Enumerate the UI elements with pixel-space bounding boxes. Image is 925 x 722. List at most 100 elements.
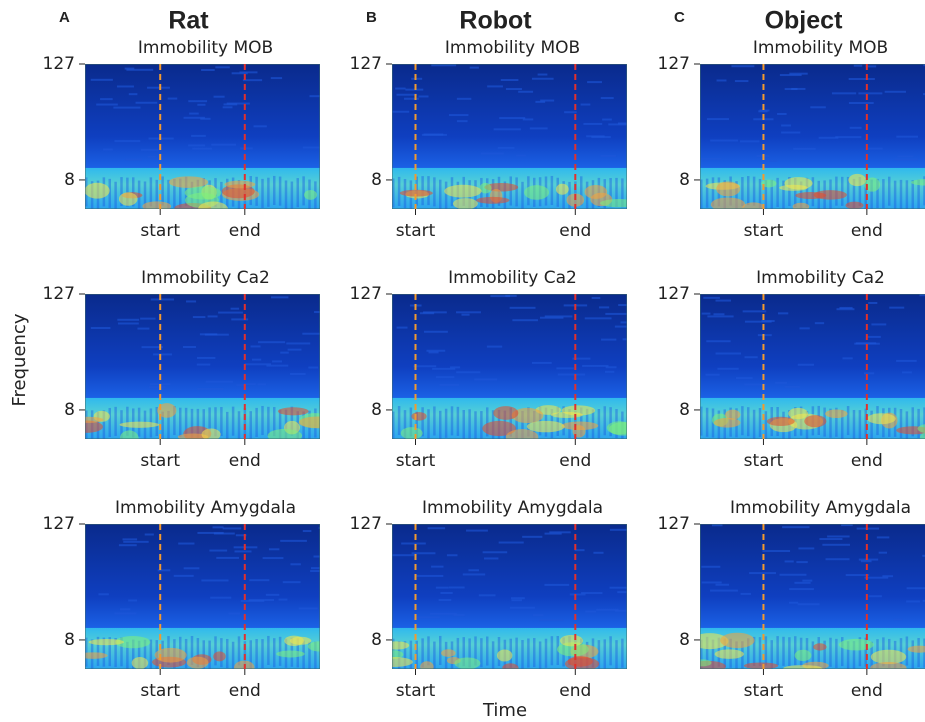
texture [114, 613, 136, 615]
x-tick-label: end [229, 451, 261, 471]
x-axis-label: Time [482, 700, 527, 721]
texture [215, 66, 229, 68]
texture [605, 371, 614, 373]
texture [272, 360, 282, 362]
texture [439, 599, 452, 601]
texture [220, 407, 223, 436]
texture [439, 180, 442, 209]
texture [398, 406, 401, 435]
texture [506, 88, 522, 90]
texture [736, 377, 753, 379]
column-title: Object [765, 7, 843, 35]
texture [610, 587, 633, 589]
texture [197, 532, 223, 534]
texture [587, 81, 602, 83]
texture [480, 411, 483, 440]
texture [606, 366, 617, 368]
texture [753, 177, 756, 206]
x-tick-label: start [744, 451, 784, 471]
texture [749, 572, 776, 574]
hot-spot [284, 636, 304, 646]
texture [431, 566, 443, 568]
hot-spot [560, 635, 583, 646]
texture [894, 181, 897, 210]
hot-spot [694, 659, 712, 666]
texture [397, 94, 417, 96]
hot-spot [453, 198, 478, 209]
hot-spot [714, 418, 741, 428]
texture [788, 637, 791, 666]
texture [123, 541, 148, 543]
texture [896, 136, 918, 138]
texture [150, 640, 153, 669]
texture [427, 409, 430, 438]
texture [896, 360, 917, 362]
hot-spot [213, 651, 226, 661]
texture [118, 322, 139, 324]
y-tick-label: 127 [658, 54, 690, 74]
texture [140, 318, 155, 320]
x-tick-label: start [396, 221, 436, 241]
spectrogram [374, 524, 635, 672]
texture [549, 531, 570, 533]
texture [735, 80, 749, 82]
hot-spot [744, 662, 778, 669]
texture [864, 372, 874, 374]
texture [600, 155, 616, 157]
texture [798, 547, 814, 549]
texture [712, 524, 723, 526]
plot-title: Immobility MOB [138, 38, 273, 58]
texture [585, 611, 596, 613]
y-tick-label: 8 [371, 170, 382, 190]
hot-spot [299, 416, 338, 428]
hot-spot [476, 197, 509, 204]
texture [702, 581, 722, 583]
texture [309, 95, 326, 97]
hot-spot [132, 657, 148, 669]
texture [269, 548, 279, 550]
texture [717, 79, 727, 81]
x-tick-label: end [851, 221, 883, 241]
texture [257, 383, 266, 385]
hot-spot [374, 657, 412, 667]
texture [273, 638, 276, 667]
texture [283, 581, 301, 583]
texture [261, 179, 264, 208]
texture [604, 639, 607, 668]
texture [877, 536, 890, 538]
texture [153, 353, 172, 355]
texture [532, 362, 552, 364]
texture [208, 315, 218, 317]
hot-spot [767, 417, 795, 426]
hot-spot [845, 202, 863, 209]
texture [191, 135, 206, 137]
texture [197, 357, 215, 359]
texture [125, 68, 135, 70]
texture [474, 411, 477, 440]
hot-spot [441, 649, 455, 657]
texture [920, 294, 925, 296]
texture [849, 102, 874, 104]
texture [740, 140, 759, 142]
texture [591, 136, 610, 138]
texture [113, 107, 140, 109]
texture [188, 144, 205, 146]
texture [822, 544, 850, 546]
texture [424, 331, 448, 333]
hot-spot [120, 430, 139, 445]
texture [581, 104, 591, 106]
texture [842, 357, 852, 359]
texture [906, 180, 909, 209]
texture [861, 560, 872, 562]
texture [392, 111, 409, 113]
texture [511, 597, 525, 599]
texture [897, 156, 913, 158]
texture [302, 333, 326, 335]
hot-spot [795, 650, 812, 661]
texture [468, 569, 479, 571]
texture [229, 613, 241, 615]
texture [539, 641, 542, 670]
texture [592, 297, 601, 299]
texture [621, 321, 631, 323]
plot-title: Immobility Amygdala [115, 498, 296, 518]
